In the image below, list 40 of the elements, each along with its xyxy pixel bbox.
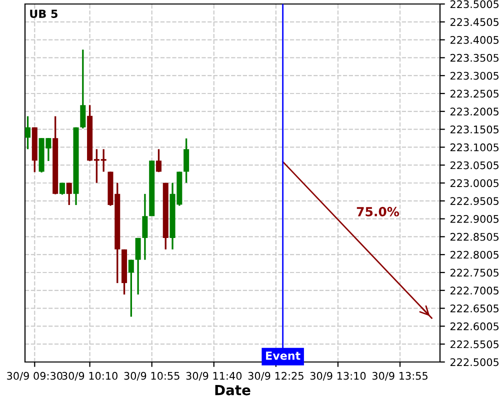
x-tick-label: 30/9 11:40 [186,372,242,381]
y-tick-label: 222.9505 [450,197,499,206]
y-tick-label: 223.3505 [450,54,499,62]
y-tick-label: 222.7505 [450,268,499,277]
y-tick-label: 222.8005 [450,250,499,259]
x-tick-label: 30/9 13:55 [372,372,428,381]
x-tick-label: 30/9 10:10 [62,372,118,381]
chart-title: UB 5 [30,10,58,18]
y-tick-label: 223.0505 [450,161,499,170]
annotation: 75.0% [356,206,400,216]
candlestick [25,115,31,150]
candlestick [142,193,148,261]
y-tick-label: 222.5505 [450,340,499,348]
y-tick-label: 222.5005 [450,358,499,366]
y-tick-label: 222.7005 [450,286,499,295]
y-tick-label: 223.3005 [450,72,499,80]
x-tick-label: 30/9 10:55 [124,372,180,381]
x-tick-label: 30/9 09:30 [7,372,62,381]
candlestick [135,237,141,296]
y-tick-label: 222.9005 [450,215,499,223]
x-tick-label: 30/9 13:10 [310,372,366,381]
y-tick-label: 223.4505 [450,18,499,26]
ref-line-label: Event [266,352,300,360]
candlestick [156,148,162,173]
x-tick-label: 30/9 12:25 [248,372,304,381]
y-tick-label: 223.5005 [450,0,499,8]
y-tick-label: 222.6505 [450,304,499,312]
candlestick [80,48,86,130]
y-tick-label: 223.2505 [450,90,499,98]
y-tick-label: 222.6005 [450,322,499,330]
y-tick-label: 223.1005 [450,143,499,152]
y-tick-label: 223.2005 [450,108,499,116]
candlestick [184,138,190,184]
y-tick-label: 223.4005 [450,36,499,44]
y-tick-label: 223.0005 [450,179,499,188]
candlestick [66,182,72,206]
y-tick-label: 223.1505 [450,126,499,134]
y-tick-label: 222.8505 [450,232,499,241]
candlestick [128,258,134,318]
x-axis-title: Date [215,385,250,396]
